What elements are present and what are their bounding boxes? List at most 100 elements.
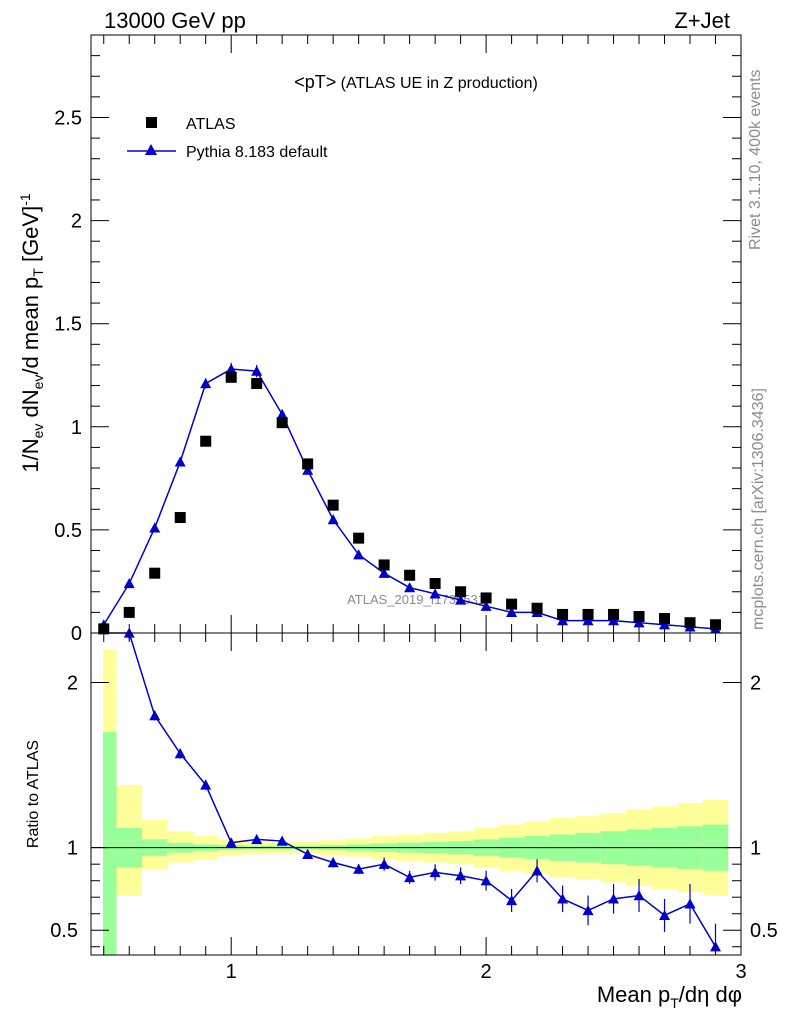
mc-point (327, 514, 339, 525)
mc-point (633, 617, 645, 628)
mc-point (174, 456, 186, 467)
ratio-point (276, 835, 288, 846)
data-point (506, 598, 518, 610)
uncertainty-bands (103, 649, 729, 955)
mc-point (149, 522, 161, 533)
data-point (302, 458, 314, 470)
mc-point (378, 567, 390, 578)
data-point (276, 417, 288, 429)
ratio-ytick-label-left: 1 (67, 838, 78, 860)
ratio-plot-panel: 0.5 1 2 0.5 1 2 Ratio to ATLAS (25, 627, 778, 956)
mc-point (353, 549, 365, 560)
ratio-line (103, 632, 717, 948)
data-point (659, 613, 671, 625)
ratio-point (149, 710, 161, 721)
ratio-ytick-label-right: 2 (750, 673, 761, 695)
data-point (225, 371, 237, 383)
ratio-point (480, 875, 492, 886)
mc-point (225, 363, 237, 374)
band-inner-bin (103, 732, 117, 955)
data-point (455, 586, 467, 598)
data-point (353, 532, 365, 544)
mc-point (200, 377, 212, 389)
mc-point (302, 464, 314, 475)
mc-point (480, 600, 492, 611)
ratio-point (174, 748, 186, 759)
data-point (200, 435, 212, 447)
legend-mc-marker (145, 144, 157, 155)
ratio-plot-frame (90, 632, 742, 956)
main-plot-ytick-labels: 0 0.5 1 1.5 2 2.5 (54, 107, 82, 645)
ratio-point (582, 904, 594, 916)
mcplots-label: mcplots.cern.ch [arXiv:1306.3436] (750, 388, 767, 630)
mc-series (98, 362, 722, 634)
xtick-label: 1 (226, 961, 237, 983)
ratio-series (103, 627, 722, 955)
ratio-point (378, 858, 390, 869)
data-point (251, 377, 263, 389)
energy-label: 13000 GeV pp (104, 8, 246, 33)
ratio-point (684, 898, 696, 909)
ratio-point (251, 833, 263, 845)
ytick-label: 0 (71, 623, 82, 645)
ratio-point (557, 893, 569, 904)
data-point (149, 567, 161, 579)
ratio-point (429, 866, 441, 878)
rivet-version-label: Rivet 3.1.10, 400k events (747, 69, 764, 250)
mc-point (123, 578, 135, 589)
main-ylabel: 1/Nev dNev/d mean pT [GeV]-1 (17, 193, 46, 473)
ratio-point (633, 890, 645, 901)
data-point (633, 611, 645, 623)
data-point (98, 623, 110, 635)
process-label: Z+Jet (674, 8, 730, 33)
ratio-point (404, 871, 416, 883)
ytick-label: 1.5 (54, 314, 82, 336)
plot-title-main: <pT> (294, 72, 336, 92)
main-plot-panel: 0 0.5 1 1.5 2 2.5 <pT> (ATLAS UE in Z product… (17, 34, 742, 645)
data-point (582, 608, 594, 620)
mc-point (455, 594, 467, 605)
legend-data-marker (146, 117, 157, 128)
legend-mc-label: Pythia 8.183 default (186, 144, 328, 161)
mc-point (506, 606, 518, 618)
ratio-ytick-label-left: 2 (67, 673, 78, 695)
legend-data-label: ATLAS (186, 116, 236, 133)
ratio-ylabel: Ratio to ATLAS (25, 740, 42, 848)
mc-point (251, 365, 263, 376)
data-point (429, 578, 441, 590)
mc-point (276, 408, 288, 420)
data-point (710, 619, 722, 631)
plot-title-sub: (ATLAS UE in Z production) (336, 75, 538, 92)
ytick-label: 2.5 (54, 107, 82, 129)
data-point (174, 512, 186, 524)
ratio-ytick-label-right: 1 (750, 838, 761, 860)
ratio-point (659, 909, 671, 921)
data-series (98, 371, 722, 635)
xaxis-label: Mean pT/dη dφ (597, 982, 742, 1011)
plot-title: <pT> (ATLAS UE in Z production) (294, 72, 538, 92)
analysis-watermark: ATLAS_2019_I1736531 (347, 592, 485, 607)
mc-point (659, 619, 671, 630)
mc-point (404, 582, 416, 593)
data-point (480, 592, 492, 604)
mc-point (608, 615, 620, 626)
ratio-point (200, 779, 212, 790)
ratio-point (506, 895, 518, 906)
ytick-label: 2 (71, 211, 82, 233)
ratio-plot-ticks (91, 633, 741, 955)
ytick-label: 0.5 (54, 520, 82, 542)
ratio-point (455, 870, 467, 881)
data-point (378, 559, 390, 571)
ratio-ytick-labels: 0.5 1 2 0.5 1 2 (50, 673, 778, 943)
legend: ATLAS Pythia 8.183 default (127, 116, 328, 161)
xaxis-tick-labels: 1 2 3 (226, 961, 747, 983)
ratio-point (327, 857, 339, 868)
data-point (327, 499, 339, 511)
ratio-point (302, 848, 314, 859)
main-plot-frame (90, 34, 742, 634)
xtick-label: 3 (735, 961, 746, 983)
mc-point (557, 615, 569, 626)
mc-point (582, 615, 594, 626)
ytick-label: 1 (71, 417, 82, 439)
